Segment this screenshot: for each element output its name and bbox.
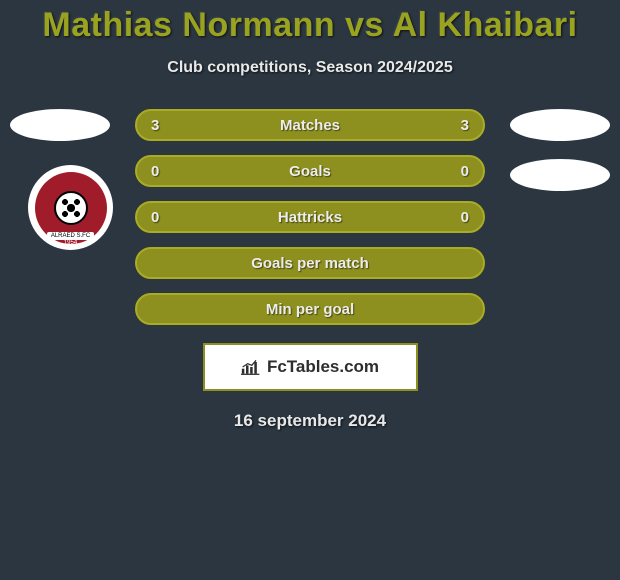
body: ALRAED S.FC 1954 3 Matches 3 0 Goals 0 0… [0,109,620,431]
player1-photo-placeholder [10,109,110,141]
player2-club-placeholder [510,159,610,191]
stat-row-matches: 3 Matches 3 [135,109,485,141]
stat-right: 3 [461,117,469,134]
stat-rows: 3 Matches 3 0 Goals 0 0 Hattricks 0 Goal… [135,109,485,325]
brand-text: FcTables.com [267,357,379,377]
stat-left: 3 [151,117,159,134]
generated-date: 16 september 2024 [0,411,620,431]
page-title: Mathias Normann vs Al Khaibari [0,6,620,45]
stat-row-gpm: Goals per match [135,247,485,279]
soccer-ball-icon [54,191,88,225]
stat-right: 0 [461,163,469,180]
stat-row-hattricks: 0 Hattricks 0 [135,201,485,233]
club-year: 1954 [64,240,77,246]
player2-photo-placeholder [510,109,610,141]
stat-row-goals: 0 Goals 0 [135,155,485,187]
club-crest: ALRAED S.FC 1954 [35,172,107,244]
stat-label: Matches [159,117,460,134]
stat-label: Goals [159,163,460,180]
stat-label: Hattricks [159,209,460,226]
stat-left: 0 [151,163,159,180]
subtitle: Club competitions, Season 2024/2025 [0,59,620,77]
stat-right: 0 [461,209,469,226]
stat-label: Goals per match [251,255,369,272]
club-name: ALRAED S.FC [47,232,94,240]
comparison-card: Mathias Normann vs Al Khaibari Club comp… [0,0,620,431]
bar-chart-icon [241,358,261,376]
brand-box[interactable]: FcTables.com [203,343,418,391]
player1-club-badge: ALRAED S.FC 1954 [28,165,113,250]
stat-row-mpg: Min per goal [135,293,485,325]
stat-left: 0 [151,209,159,226]
stat-label: Min per goal [266,301,354,318]
